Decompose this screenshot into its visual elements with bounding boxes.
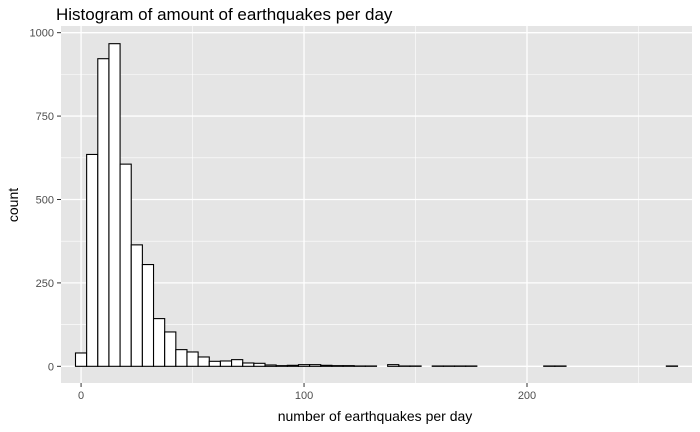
y-tick-label: 250 (36, 278, 54, 290)
x-tick-label: 0 (78, 390, 84, 402)
y-axis-title: count (5, 188, 21, 222)
histogram-bar (119, 163, 132, 367)
histogram-bar (108, 43, 121, 367)
x-axis-title: number of earthquakes per day (278, 408, 473, 424)
histogram-bar (197, 356, 210, 367)
histogram-bar (186, 351, 199, 367)
axes: 0 100 200 0 250 500 750 1000 (30, 28, 537, 402)
histogram-bar (253, 362, 266, 367)
histogram-bar (309, 364, 322, 367)
histogram-bar (74, 352, 88, 367)
histogram-bar (231, 359, 244, 367)
histogram-bar (208, 360, 221, 367)
histogram-bar (86, 153, 99, 367)
histogram-bar (141, 264, 155, 367)
y-tick-label: 500 (36, 194, 54, 206)
histogram-bar (242, 362, 255, 367)
histogram-bar (275, 365, 288, 367)
x-tick-label: 200 (518, 390, 536, 402)
histogram-bar (286, 364, 300, 367)
histogram-bar (97, 58, 110, 367)
histogram-bar (342, 365, 355, 367)
y-tick-label: 0 (48, 361, 54, 373)
histogram-bar (264, 364, 277, 367)
histogram-bar (320, 364, 333, 367)
histogram-bar (387, 364, 400, 367)
histogram-bar (219, 360, 233, 367)
histogram-bar (152, 318, 166, 367)
chart-title: Histogram of amount of earthquakes per d… (56, 5, 393, 24)
histogram-bar (331, 365, 344, 367)
y-tick-label: 1000 (30, 28, 54, 40)
histogram-bar (175, 349, 188, 367)
histogram-bars (74, 43, 679, 367)
plot-panel (61, 26, 692, 383)
histogram-bar (297, 364, 311, 367)
x-tick-label: 100 (295, 390, 313, 402)
histogram-bar (130, 244, 143, 367)
y-tick-label: 750 (36, 111, 54, 123)
histogram-bar (164, 331, 177, 367)
